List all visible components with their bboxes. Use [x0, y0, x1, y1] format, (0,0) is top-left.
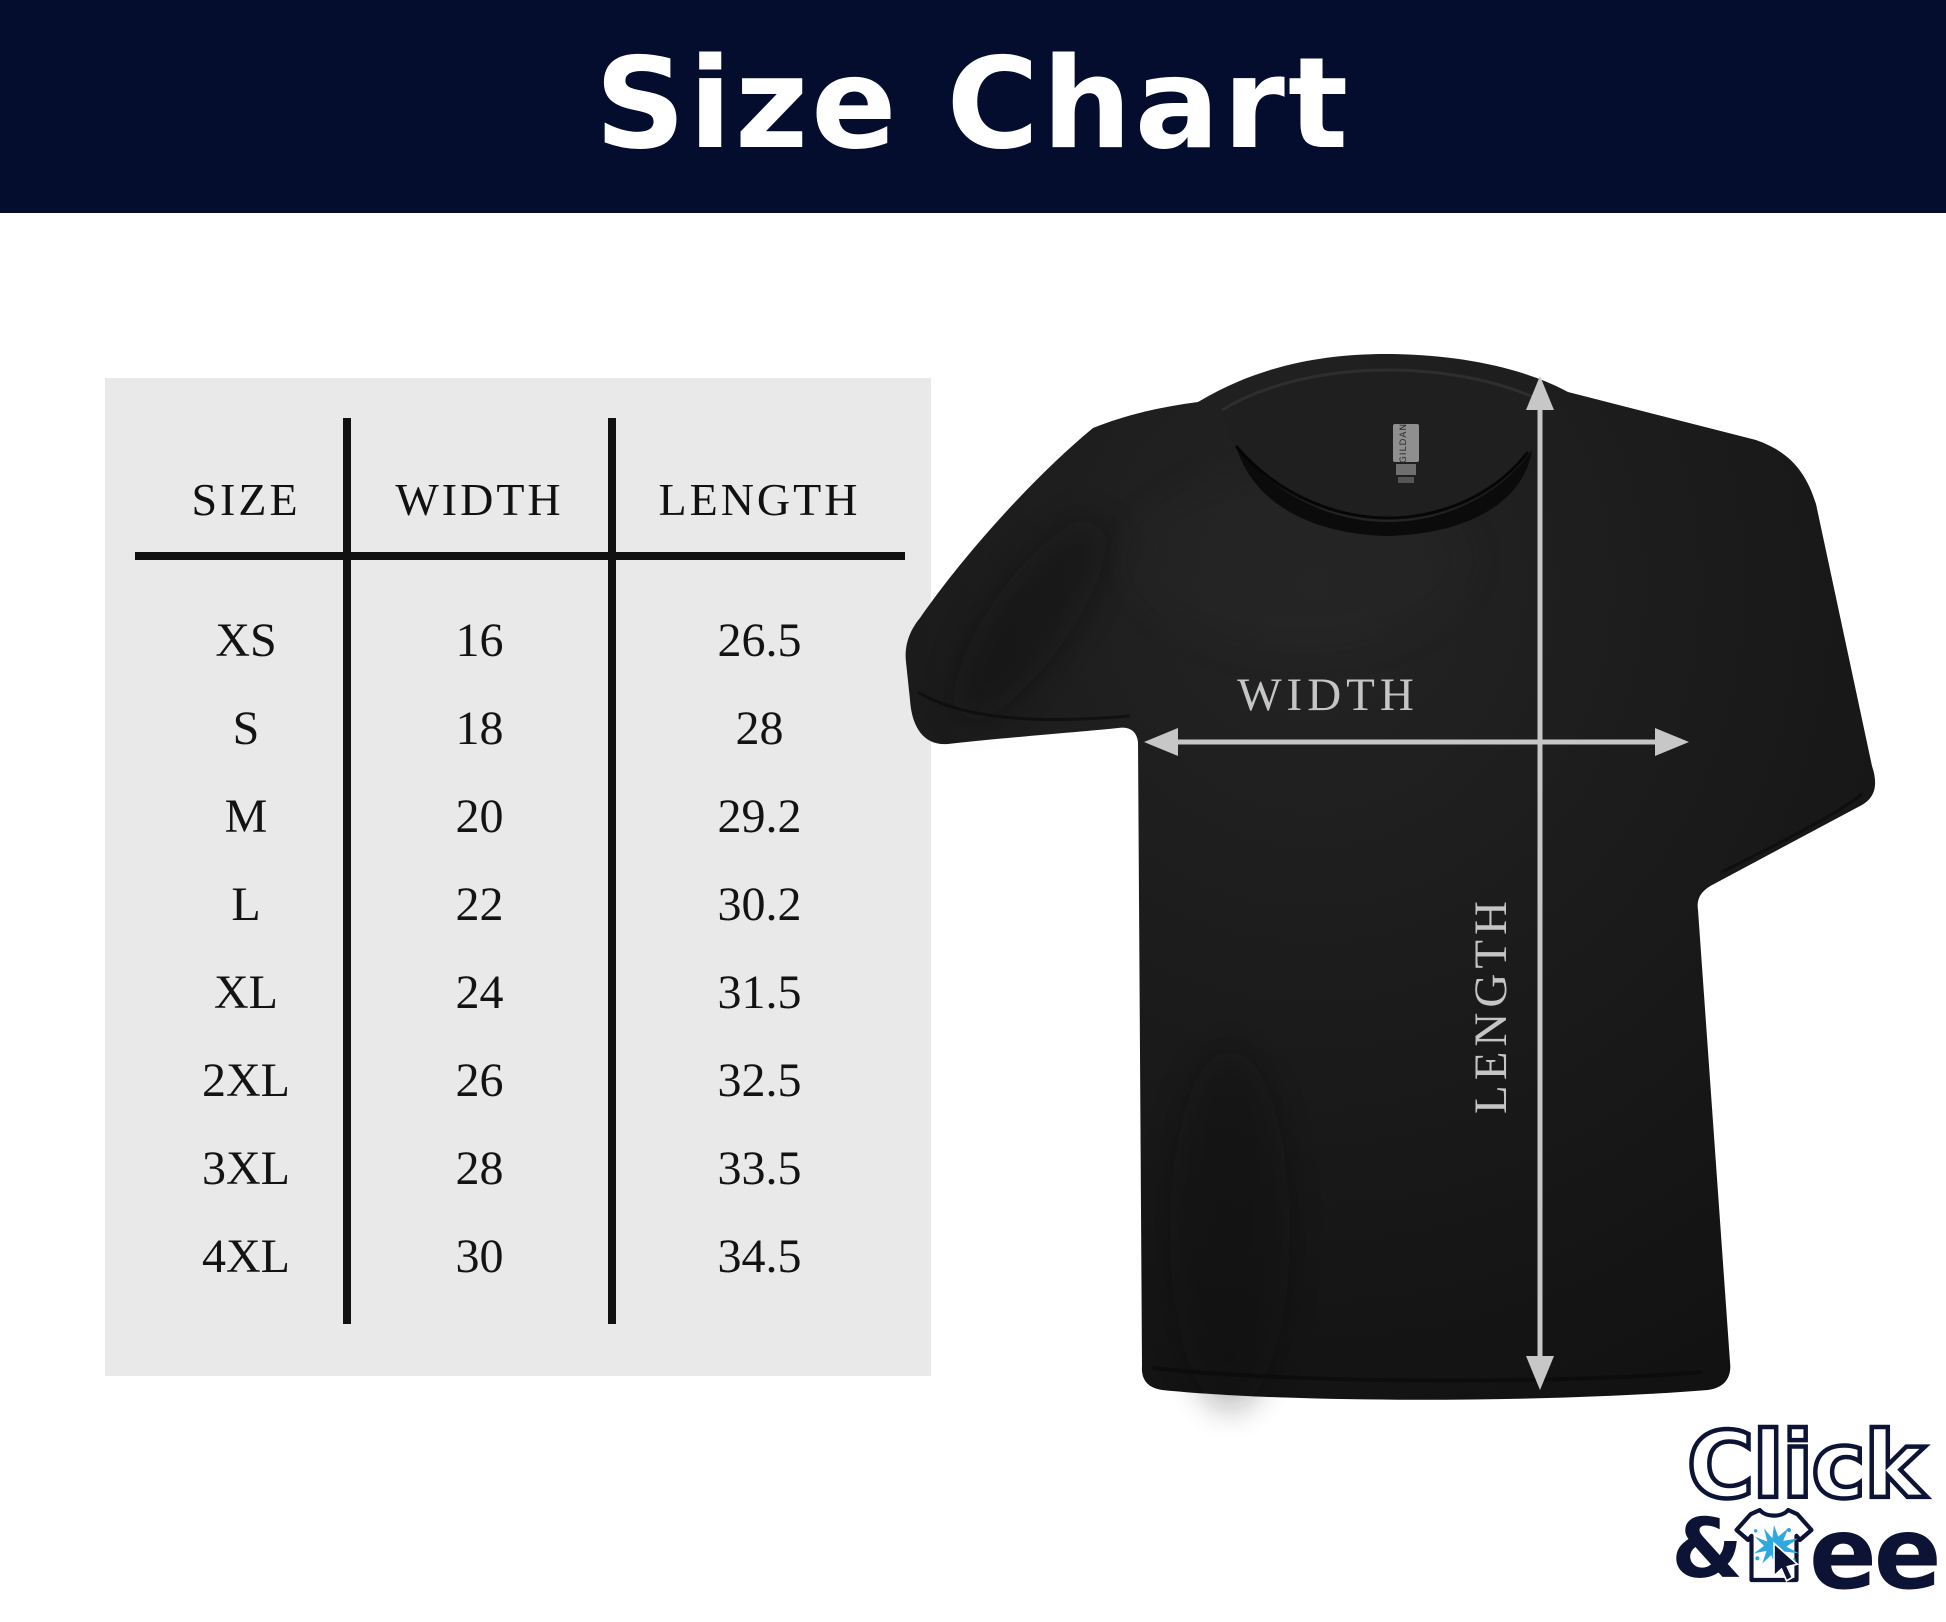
length-cell: 28 — [735, 701, 784, 755]
page-title: Size Chart — [594, 29, 1352, 177]
tshirt-body — [905, 354, 1876, 1400]
arrowhead-left — [1144, 728, 1178, 756]
width-cell: 22 — [455, 877, 504, 931]
width-label: WIDTH — [1237, 669, 1419, 721]
width-cell: 18 — [455, 701, 504, 755]
logo-ampersand: & — [1671, 1502, 1743, 1598]
size-cell: XS — [215, 613, 277, 667]
length-cell: 31.5 — [717, 965, 802, 1019]
length-cell: 32.5 — [717, 1053, 802, 1107]
hem-stitch — [1151, 1366, 1703, 1383]
width-cell: 16 — [455, 613, 504, 667]
collar-rib-seam — [1221, 368, 1549, 412]
width-arrow — [1144, 728, 1689, 756]
logo-bottom-row: & ee — [1671, 1494, 1942, 1612]
measurement-annotations: WIDTH LENGTH — [1144, 376, 1689, 1390]
size-cell: M — [224, 789, 268, 843]
width-cell: 24 — [455, 965, 504, 1019]
collar-opening — [1222, 370, 1548, 517]
shirt-fold-shadow — [1170, 1050, 1290, 1410]
care-label — [1396, 464, 1416, 475]
cursor-icon — [1773, 1541, 1799, 1582]
care-label-2 — [1398, 477, 1414, 483]
title-banner: Size Chart — [0, 0, 1946, 213]
size-cell: 3XL — [202, 1141, 290, 1195]
sleeve-shadow — [953, 519, 1107, 721]
size-cell: L — [231, 877, 261, 931]
logo-text-ee: ee — [1808, 1494, 1942, 1612]
table-body: XS 16 26.5 S 18 28 M 20 29.2 L 22 30.2 X… — [105, 596, 931, 1300]
left-sleeve-stitch — [917, 690, 1131, 722]
column-header-width: WIDTH — [395, 473, 564, 525]
column-divider — [343, 418, 351, 1324]
size-cell: S — [232, 701, 260, 755]
right-sleeve-stitch — [1721, 792, 1863, 874]
length-arrow — [1526, 376, 1554, 1390]
arrowhead-right — [1655, 728, 1689, 756]
tshirt-icon — [1734, 1507, 1814, 1582]
header-rule — [135, 552, 905, 560]
neck-label — [1393, 424, 1419, 462]
column-header-size: SIZE — [191, 473, 301, 525]
size-cell: 4XL — [202, 1229, 290, 1283]
length-cell: 30.2 — [717, 877, 802, 931]
width-cell: 26 — [455, 1053, 504, 1107]
splat-dot — [1755, 1555, 1760, 1561]
column-divider — [608, 418, 616, 1324]
collar-inner-seam — [1234, 445, 1530, 520]
logo-text-click: Click — [1685, 1412, 1928, 1519]
length-cell: 26.5 — [717, 613, 802, 667]
size-cell: 2XL — [202, 1053, 290, 1107]
click-and-tee-logo: Click & ee — [1671, 1412, 1941, 1603]
length-cell: 33.5 — [717, 1141, 802, 1195]
length-label: LENGTH — [1465, 896, 1517, 1114]
length-cell: 34.5 — [717, 1229, 802, 1283]
length-cell: 29.2 — [717, 789, 802, 843]
width-cell: 30 — [455, 1229, 504, 1283]
neckline-shadow — [1236, 446, 1532, 536]
arrowhead-down — [1526, 1356, 1554, 1390]
tshirt-illustration: GILDAN — [905, 354, 1876, 1410]
size-cell: XL — [214, 965, 278, 1019]
table-header-row: SIZE WIDTH LENGTH — [105, 378, 931, 552]
column-header-length: LENGTH — [658, 473, 861, 525]
neck-label-brand: GILDAN — [1399, 423, 1409, 463]
width-cell: 20 — [455, 789, 504, 843]
splat-dot — [1753, 1528, 1758, 1533]
splat-dot — [1786, 1527, 1792, 1532]
arrowhead-up — [1526, 376, 1554, 410]
size-chart-table: SIZE WIDTH LENGTH XS 16 26.5 S 18 28 M 2… — [105, 378, 931, 1376]
width-cell: 28 — [455, 1141, 504, 1195]
